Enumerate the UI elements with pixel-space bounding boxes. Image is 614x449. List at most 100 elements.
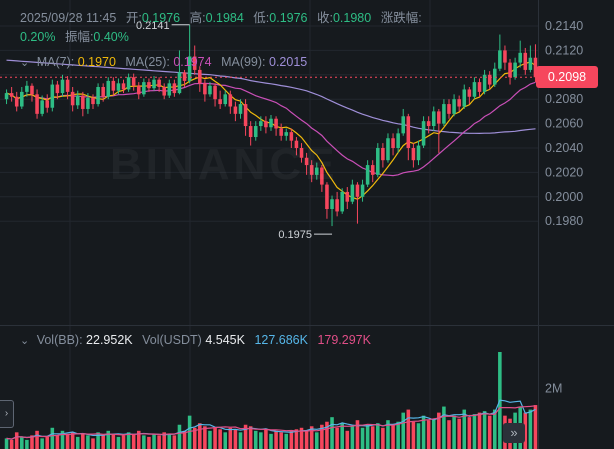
- volume-bar: [523, 412, 528, 449]
- price-tick-label: 0.2120: [545, 43, 583, 57]
- candle-body: [30, 85, 34, 95]
- candle-body: [243, 104, 248, 127]
- change-value: 0.20%: [20, 30, 56, 44]
- volume-bar: [198, 423, 202, 449]
- candle-body: [416, 145, 421, 161]
- volume-bar: [203, 426, 207, 449]
- volume-bar: [75, 436, 80, 449]
- volume-bar: [55, 435, 60, 449]
- candle-body: [14, 96, 19, 107]
- volume-tick-label: 2M: [545, 381, 562, 395]
- close-value: 0.1980: [332, 11, 372, 25]
- volume-bars: [4, 352, 538, 449]
- volume-bar: [487, 415, 492, 449]
- candle-body: [309, 165, 314, 175]
- candle-body: [213, 85, 217, 100]
- volume-bar: [355, 420, 360, 449]
- volume-bar: [304, 430, 309, 449]
- volume-bar: [462, 409, 467, 449]
- volume-bar: [299, 427, 304, 449]
- volume-bar: [116, 436, 121, 449]
- candle-body: [142, 82, 146, 95]
- candle-body: [472, 82, 477, 97]
- volume-bar: [187, 415, 192, 449]
- candle-body: [162, 87, 166, 96]
- ma7-value: 0.1970: [77, 55, 116, 69]
- volume-bar: [233, 429, 238, 449]
- candle-body: [320, 167, 324, 185]
- price-tick-label: 0.2020: [545, 165, 583, 179]
- high-value: 0.1984: [205, 11, 244, 25]
- candle-body: [274, 118, 278, 129]
- candle-body: [314, 167, 319, 175]
- candle-body: [426, 121, 431, 127]
- candle-body: [391, 138, 395, 148]
- volume-bar: [81, 433, 85, 449]
- volume-bar: [426, 420, 431, 449]
- volume-ma5-line: [6, 399, 536, 440]
- volume-bar: [157, 435, 161, 449]
- double-chevron-right-icon[interactable]: »: [503, 423, 525, 443]
- candle-body: [360, 184, 365, 197]
- volume-bar: [391, 424, 395, 449]
- volume-bar: [314, 432, 319, 449]
- volume-bar: [152, 433, 156, 449]
- candle-body: [462, 89, 467, 107]
- candle-body: [20, 91, 24, 107]
- volume-bar: [147, 436, 151, 449]
- price-tick-label: 0.2060: [545, 117, 583, 131]
- volume-bar: [376, 423, 380, 449]
- open-value: 0.1976: [141, 11, 181, 25]
- chevron-down-icon[interactable]: ⌄: [20, 57, 30, 69]
- chevron-down-icon[interactable]: ⌄: [20, 335, 30, 347]
- last-price-tag: 0.2098: [536, 66, 598, 89]
- amplitude-value: 0.40%: [93, 30, 129, 44]
- candle-body: [492, 68, 497, 85]
- candle-body: [264, 121, 268, 128]
- candle-body: [70, 91, 75, 106]
- volume-ma-lines: [6, 399, 536, 440]
- volume-bar: [340, 423, 344, 449]
- volume-bar: [177, 424, 182, 449]
- candle-body: [376, 148, 380, 175]
- volume-bar: [411, 421, 416, 449]
- candle-body: [101, 87, 105, 97]
- volume-bar: [442, 406, 446, 449]
- volume-bar: [401, 412, 406, 449]
- candle-body: [91, 97, 95, 105]
- candle-body: [111, 80, 116, 91]
- candles: [4, 24, 538, 227]
- volume-bar: [452, 415, 456, 449]
- candle-body: [187, 56, 192, 81]
- candle-body: [182, 72, 187, 81]
- volume-bar: [106, 430, 111, 449]
- vol-usdt-value: 4.545K: [205, 333, 245, 347]
- candle-body: [253, 126, 258, 138]
- volume-legend: ⌄ Vol(BB): 22.952K Vol(USDT) 4.545K 127.…: [20, 333, 371, 347]
- volume-bar: [182, 430, 187, 449]
- vol-bb-value: 22.952K: [86, 333, 133, 347]
- candle-body: [147, 82, 151, 89]
- volume-bar: [330, 417, 334, 449]
- candle-body: [503, 50, 507, 63]
- chevron-right-icon[interactable]: ›: [0, 400, 14, 428]
- volume-bar: [289, 430, 294, 449]
- candle-body: [45, 100, 50, 108]
- volume-bar: [238, 432, 243, 449]
- volume-bar: [350, 426, 355, 449]
- candle-body: [238, 104, 243, 114]
- candle-body: [299, 148, 304, 158]
- volume-bar: [284, 433, 289, 449]
- candle-body: [192, 56, 197, 70]
- candle-body: [284, 132, 289, 136]
- volume-bar: [416, 423, 421, 449]
- candle-body: [248, 126, 253, 138]
- candle-body: [208, 85, 212, 95]
- volume-bar: [45, 436, 50, 449]
- vol-ma1-value: 127.686K: [254, 333, 308, 347]
- low-value: 0.1976: [269, 11, 308, 25]
- candle-body: [523, 52, 528, 70]
- candle-body: [528, 57, 533, 70]
- volume-bar: [126, 432, 131, 449]
